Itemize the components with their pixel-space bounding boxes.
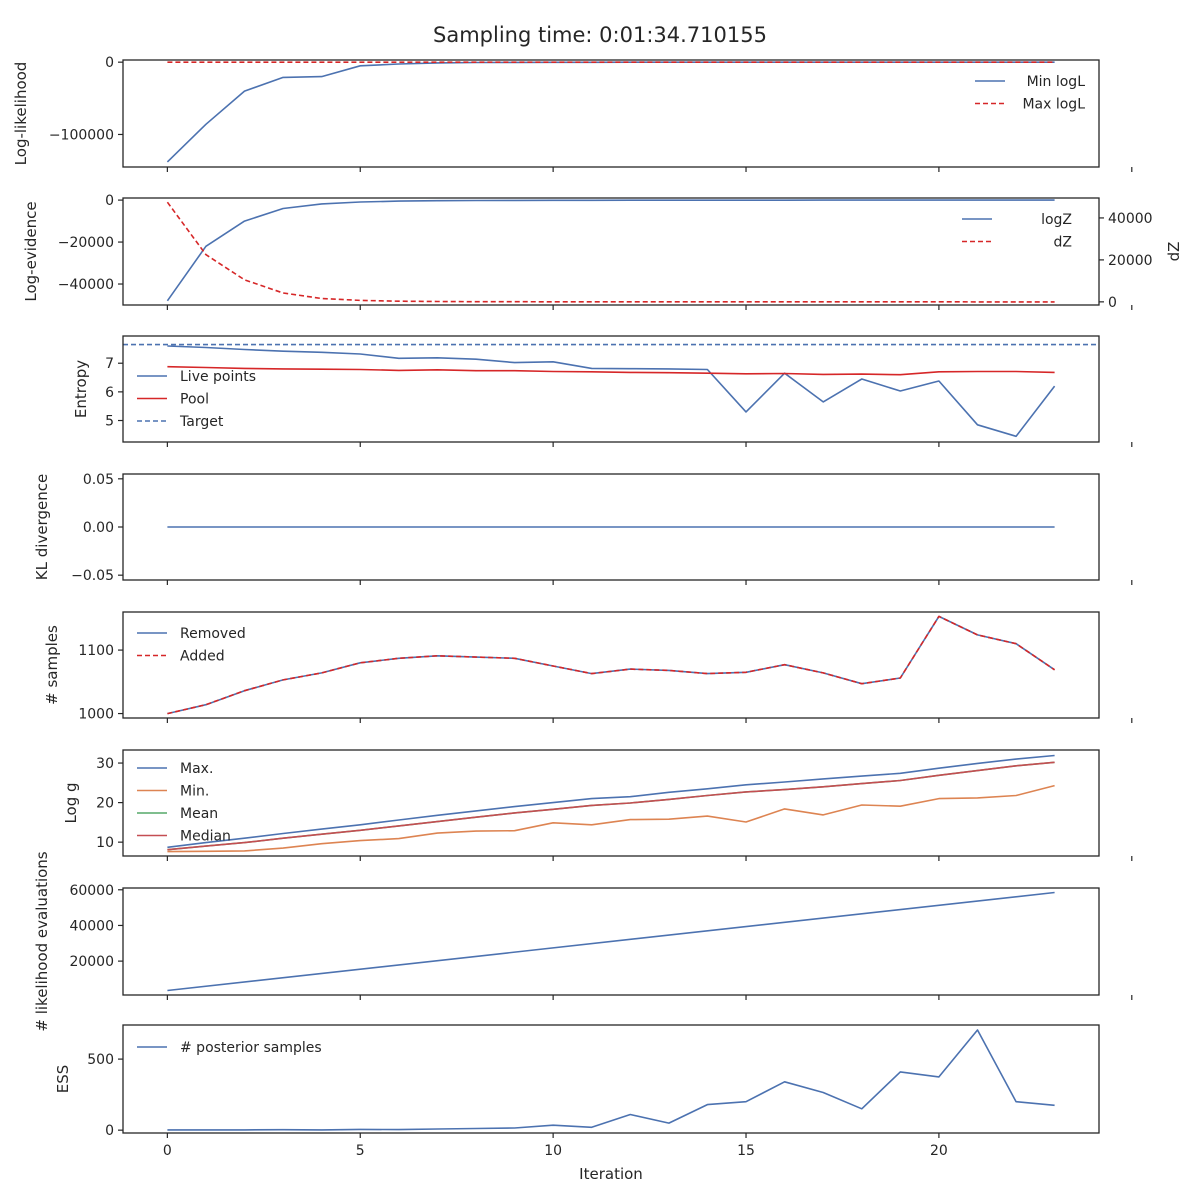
- panel-7: 60000 40000 20000 # likelihood evaluations: [33, 851, 1133, 1032]
- legend-label: # posterior samples: [180, 1040, 322, 1056]
- y-tick-label: 40000: [69, 918, 114, 934]
- legend-label: logZ: [1041, 212, 1072, 228]
- figure-title: Sampling time: 0:01:34.710155: [433, 23, 767, 47]
- y-tick-label: 0: [105, 193, 114, 209]
- legend-label: Min logL: [1027, 74, 1086, 90]
- series-line-live-points: [167, 345, 1056, 438]
- legend-label: Added: [180, 649, 225, 665]
- legend: logZ dZ: [962, 212, 1072, 251]
- y-tick-label: 0.00: [83, 520, 114, 536]
- y-right-tick-label: 20000: [1108, 253, 1153, 269]
- panel-3: 7 6 5 Entropy Live points Pool Target: [72, 335, 1133, 447]
- legend: Live points Pool Target: [137, 369, 256, 430]
- axes-frame: [122, 1024, 1100, 1134]
- x-tick-label: 15: [737, 1143, 755, 1159]
- x-axis-label: Iteration: [579, 1165, 643, 1183]
- y-axis-label-right: dZ: [1165, 242, 1183, 262]
- legend: Max. Min. Mean Median: [137, 761, 231, 845]
- series-line-dz: [166, 201, 1055, 303]
- y-tick-label: −20000: [58, 235, 114, 251]
- y-tick-label: −40000: [58, 277, 114, 293]
- legend-label: Pool: [180, 392, 209, 408]
- y-tick-label: 5: [105, 414, 114, 430]
- legend-label: Target: [179, 414, 224, 430]
- panel-4: 0.05 0.00 −0.05 KL divergence: [33, 472, 1133, 585]
- series-line--posterior-samples: [167, 1029, 1055, 1131]
- y-axis-label: Entropy: [72, 360, 90, 418]
- series-line-min-logl: [166, 61, 1055, 163]
- y-tick-label: 20: [96, 796, 114, 812]
- legend-label: Max logL: [1022, 97, 1085, 113]
- y-tick-label: 1000: [78, 707, 114, 723]
- axes-frame: [122, 887, 1100, 996]
- y-tick-label: 0.05: [83, 472, 114, 488]
- y-tick-label: 7: [105, 356, 114, 372]
- series-line-median: [167, 761, 1055, 851]
- y-tick-label: 30: [96, 756, 114, 772]
- series-line-max-: [167, 754, 1055, 849]
- x-tick-label: 20: [930, 1143, 948, 1159]
- x-tick-label: 5: [356, 1143, 365, 1159]
- y-axis-label: Log-evidence: [22, 201, 40, 301]
- series-line-data: [167, 891, 1055, 992]
- series-line-min-: [167, 784, 1055, 853]
- y-tick-label: −100000: [49, 127, 114, 143]
- y-tick-label: −0.05: [71, 568, 114, 584]
- legend-label: Removed: [180, 626, 246, 642]
- series-line-pool: [167, 365, 1055, 376]
- y-tick-label: 20000: [69, 954, 114, 970]
- y-axis-label: # samples: [43, 625, 61, 705]
- y-right-tick-label: 40000: [1108, 211, 1153, 227]
- series-line-logz: [166, 199, 1055, 302]
- y-axis-label: KL divergence: [33, 474, 51, 580]
- legend-label: Mean: [180, 806, 218, 822]
- axes-frame: [122, 59, 1100, 168]
- series-line-removed: [167, 615, 1056, 715]
- y-tick-label: 10: [96, 835, 114, 851]
- legend-label: Min.: [180, 784, 209, 800]
- y-tick-label: 0: [105, 1123, 114, 1139]
- legend-label: Median: [180, 829, 231, 845]
- y-axis-label: ESS: [54, 1065, 72, 1094]
- y-tick-label: 6: [105, 385, 114, 401]
- legend: Removed Added: [137, 626, 246, 665]
- axes-frame: [122, 611, 1100, 719]
- legend: Min logL Max logL: [975, 74, 1085, 113]
- y-tick-label: 1100: [78, 643, 114, 659]
- series-line-added: [167, 615, 1056, 715]
- x-tick-label: 10: [544, 1143, 562, 1159]
- y-axis-label: # likelihood evaluations: [33, 851, 51, 1031]
- panel-1: 0 −100000 Log-likelihood Min logL Max logL: [12, 55, 1133, 172]
- y-tick-label: 500: [87, 1052, 114, 1068]
- panel-8: 0 5 10 15 20 500 0 ESS Iteration # posterior samp…: [54, 1024, 1100, 1183]
- legend: # posterior samples: [137, 1040, 322, 1056]
- panel-6: 30 20 10 Log g Max. Min. Mean Median: [62, 749, 1133, 861]
- y-tick-label: 60000: [69, 883, 114, 899]
- y-tick-label: 0: [105, 55, 114, 71]
- y-right-tick-label: 0: [1108, 295, 1117, 311]
- y-axis-label: Log-likelihood: [12, 62, 30, 166]
- y-axis-label: Log g: [62, 782, 80, 823]
- panel-5: 1100 1000 # samples Removed Added: [43, 611, 1133, 723]
- axes-frame: [122, 335, 1100, 443]
- legend-label: dZ: [1054, 235, 1072, 251]
- x-tick-label: 0: [163, 1143, 172, 1159]
- legend-label: Live points: [180, 369, 256, 385]
- axes-frame: [122, 197, 1100, 306]
- legend-label: Max.: [180, 761, 213, 777]
